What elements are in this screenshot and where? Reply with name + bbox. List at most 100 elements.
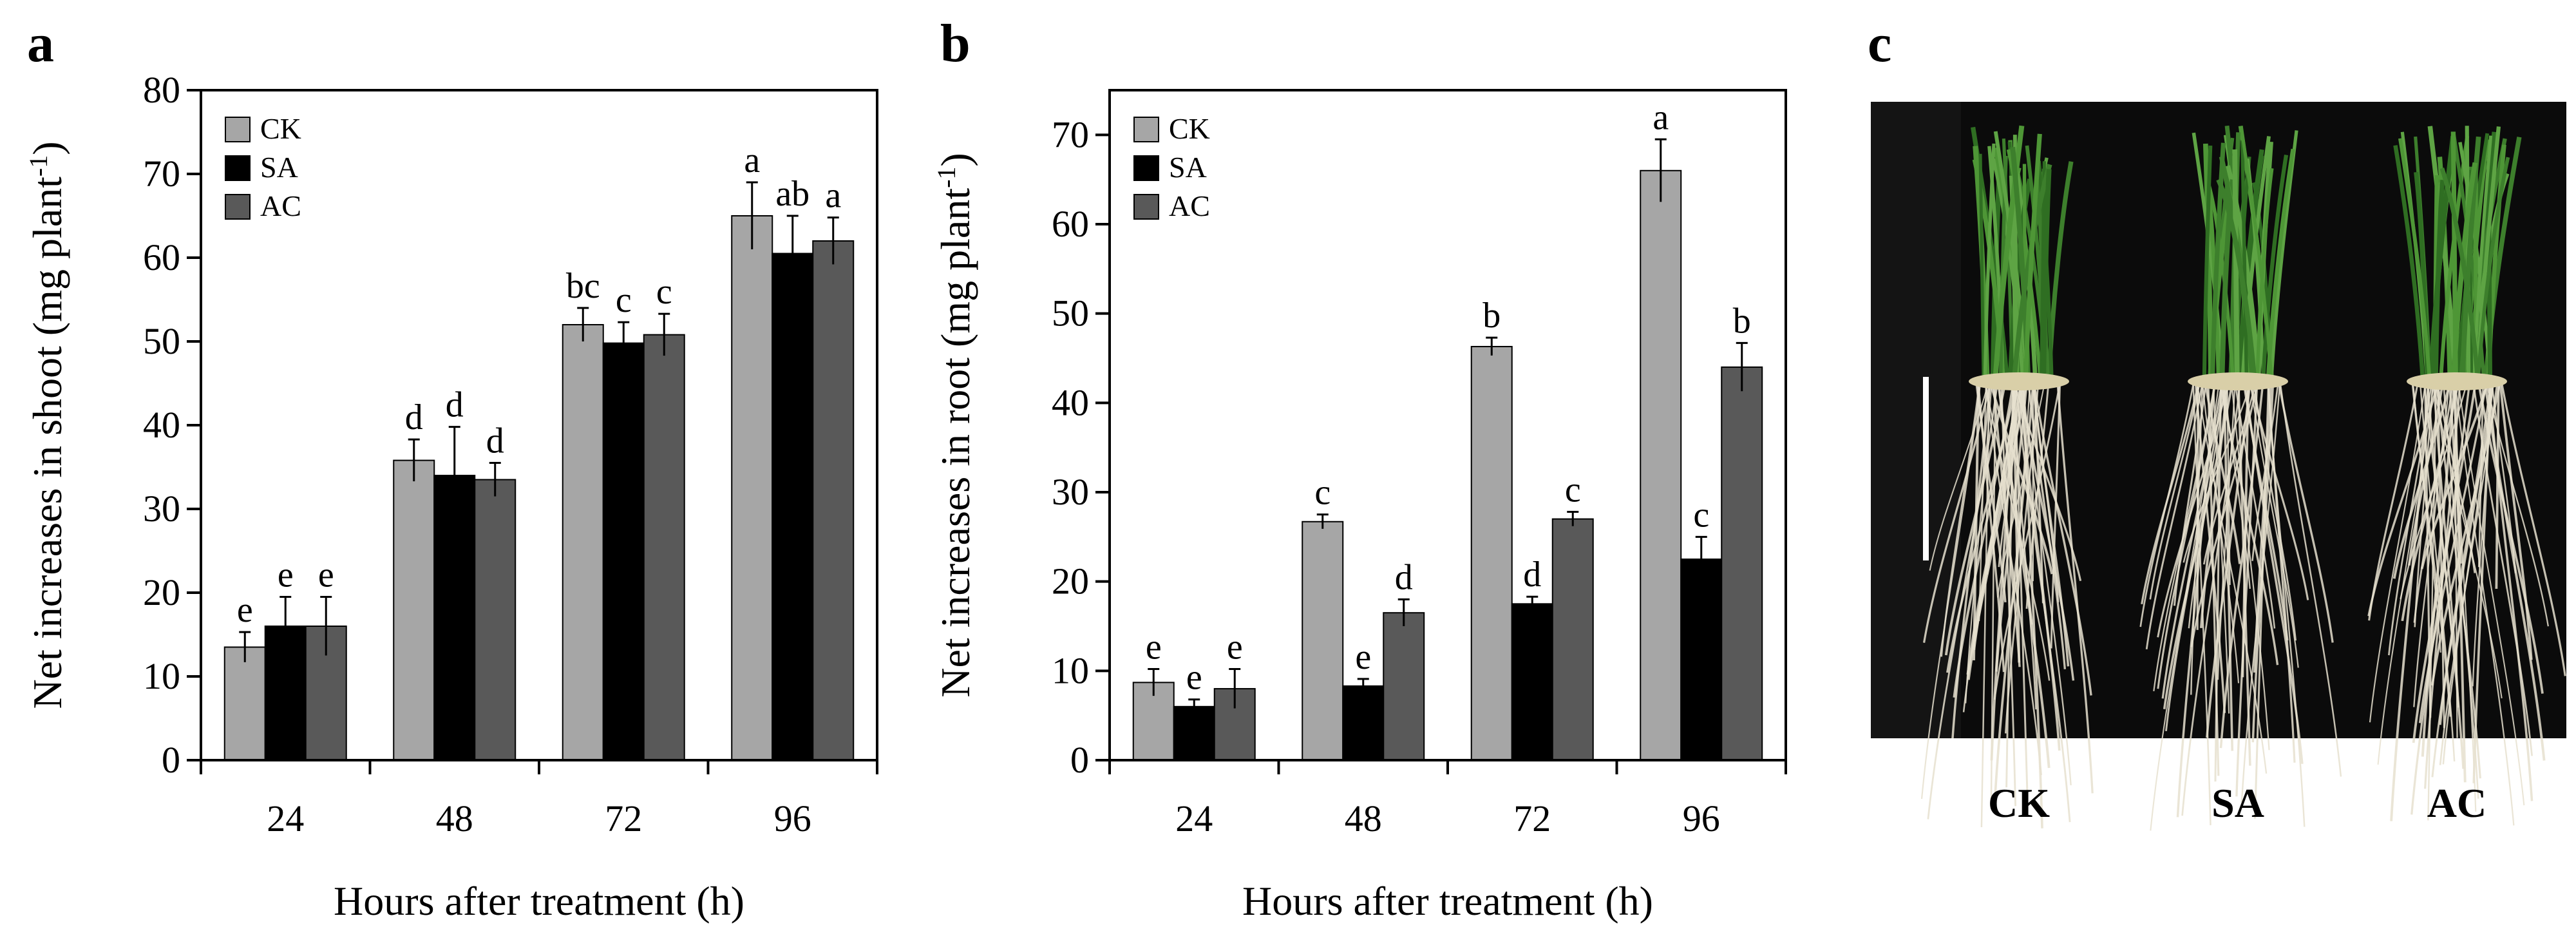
shoot-y-tick-label: 10 xyxy=(143,655,180,697)
photo-label-ac: AC xyxy=(2427,780,2486,826)
shoot-legend-swatch-sa xyxy=(225,155,251,181)
root-strand xyxy=(2188,379,2226,629)
root-sig-letter-sa-96: c xyxy=(1693,495,1709,535)
shoot-y-tick-label: 50 xyxy=(143,320,180,362)
root-strand xyxy=(1994,379,2035,796)
root-strand xyxy=(1965,379,1993,703)
root-strand xyxy=(2032,379,2092,696)
root-x-tick-label-72: 72 xyxy=(1513,798,1551,839)
root-strand xyxy=(2442,379,2495,765)
shoot-leaf xyxy=(2216,178,2257,381)
shoot-bars xyxy=(223,181,855,761)
root-legend-swatch-ac xyxy=(1133,194,1159,220)
shoot-leaf xyxy=(2439,167,2480,381)
root-strand xyxy=(2000,379,2016,807)
seedling-bundle-1 xyxy=(1920,125,2094,828)
root-strand xyxy=(2005,379,2014,788)
seedling-bundle-3 xyxy=(2367,126,2566,826)
shoot-bar-ck-24 xyxy=(223,646,266,761)
root-y-ticks: 0 10 20 30 40 50 60 70 xyxy=(1052,113,1110,781)
root-strand xyxy=(2222,379,2234,751)
root-strand xyxy=(2418,379,2488,723)
shoot-leaf xyxy=(2393,145,2425,381)
shoot-leaf xyxy=(2240,135,2273,381)
seedling-bundle-2 xyxy=(2139,125,2342,831)
root-sig-letter-sa-72: d xyxy=(1523,555,1541,595)
shoot-sig-letter-ck-96: a xyxy=(744,140,760,180)
shoot-sig-letter-ck-24: e xyxy=(237,590,253,630)
shoot-y-tick-label: 30 xyxy=(143,488,180,530)
root-strand xyxy=(2249,379,2299,668)
shoot-sig-letter-ck-72: bc xyxy=(566,266,600,306)
shoot-bar-ac-96 xyxy=(812,240,855,761)
root-strand xyxy=(2012,379,2082,582)
shoot-y-tick-label: 0 xyxy=(162,739,180,781)
panel-label-c: c xyxy=(1868,14,1891,73)
shoot-leaf xyxy=(2210,142,2226,381)
root-strand xyxy=(1951,379,1992,739)
root-sig-letter-ck-24: e xyxy=(1146,627,1162,667)
root-bars xyxy=(1132,138,1763,761)
root-x-ticks: 24 48 72 96 xyxy=(1108,760,1787,839)
shoot-leaf xyxy=(1978,153,1985,381)
shoot-leaf xyxy=(1993,125,2025,381)
root-sig-letter-sa-48: e xyxy=(1355,637,1371,677)
shoot-leaf xyxy=(2205,178,2235,381)
shoot-bar-ck-72 xyxy=(562,324,604,761)
root-y-tick-label: 10 xyxy=(1052,649,1089,691)
root-legend: CK SA AC xyxy=(1133,112,1210,222)
root-legend-label-ck: CK xyxy=(1169,112,1210,145)
shoot-sig-letter-ck-48: d xyxy=(405,397,423,437)
shoot-y-tick-label: 60 xyxy=(143,236,180,278)
shoot-y-tick-label: 20 xyxy=(143,571,180,613)
root-strand xyxy=(2421,379,2456,757)
root-strand xyxy=(2240,379,2281,803)
shoot-y-tick-label: 80 xyxy=(143,69,180,111)
shoot-leaf xyxy=(2476,157,2510,381)
shoot-leaf xyxy=(1992,158,2025,381)
root-strand xyxy=(2435,379,2481,779)
root-strand xyxy=(2206,379,2251,738)
shoot-x-axis-title: Hours after treatment (h) xyxy=(334,878,744,924)
root-bar-ck-48 xyxy=(1302,521,1344,761)
root-legend-swatch-sa xyxy=(1133,155,1159,181)
root-strand xyxy=(2176,379,2216,818)
photo-label-sa: SA xyxy=(2211,780,2264,826)
root-strand xyxy=(2219,379,2264,749)
shoot-y-axis-title: Net increases in shoot (mg plant-1) xyxy=(24,141,71,709)
root-strand xyxy=(2141,379,2201,605)
shoot-y-tick-label: 70 xyxy=(143,153,180,195)
root-y-tick-label: 60 xyxy=(1052,203,1089,245)
root-strand xyxy=(2025,379,2050,609)
root-legend-swatch-ck xyxy=(1133,117,1159,142)
root-strand xyxy=(2279,379,2342,777)
shoot-bar-sa-96 xyxy=(772,253,814,761)
root-bar-sa-72 xyxy=(1511,603,1553,761)
shoot-leaf xyxy=(2007,178,2032,381)
root-bar-ac-48 xyxy=(1383,612,1425,761)
shoot-legend-label-ac: AC xyxy=(260,189,301,222)
root-strand xyxy=(2412,379,2477,743)
root-sig-letter-sa-24: e xyxy=(1186,658,1202,698)
root-strand xyxy=(2367,379,2440,617)
shoot-sig-letter-sa-72: c xyxy=(616,280,632,320)
root-strand xyxy=(2173,379,2208,606)
root-strand xyxy=(1992,379,2021,667)
shoot-leaf xyxy=(2236,149,2264,381)
root-sig-letter-ac-48: d xyxy=(1395,557,1413,597)
root-strand xyxy=(2419,379,2456,761)
root-bar-ac-96 xyxy=(1721,366,1763,761)
root-strand xyxy=(2472,379,2493,687)
shoot-sig-letter-ac-96: a xyxy=(825,176,841,216)
root-strand xyxy=(1966,379,2023,675)
root-bar-sa-96 xyxy=(1680,559,1723,761)
root-strand xyxy=(2483,379,2546,761)
shoot-leaf xyxy=(2428,135,2456,381)
root-strand xyxy=(2452,379,2477,812)
shoot-bar-sa-72 xyxy=(602,342,645,761)
root-sig-letter-ck-72: b xyxy=(1482,296,1501,336)
root-sig-letter-ac-24: e xyxy=(1227,627,1243,667)
root-strand xyxy=(2472,379,2533,756)
